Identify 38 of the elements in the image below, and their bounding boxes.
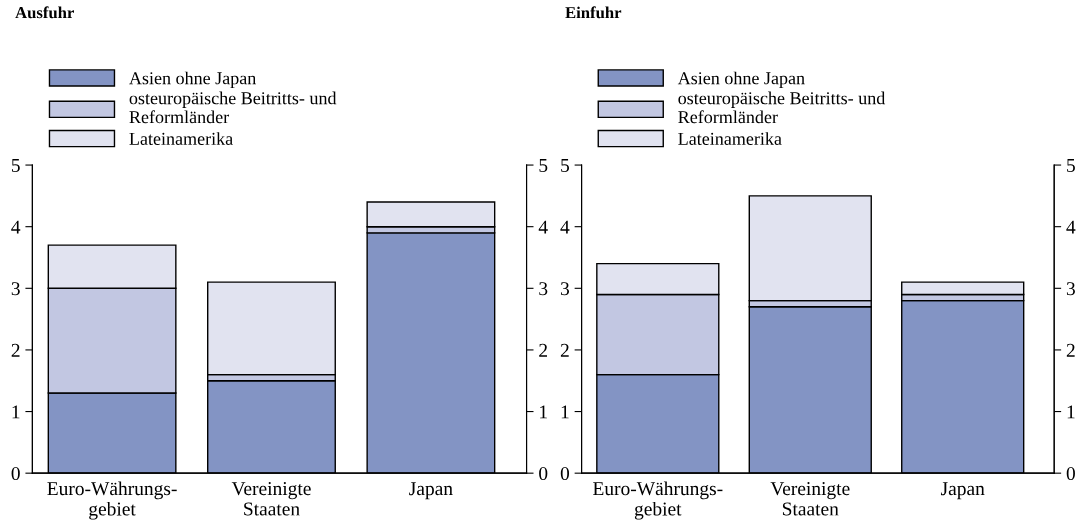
y2-tick-label: 1 bbox=[540, 405, 547, 419]
y-tick-label: 1 bbox=[12, 405, 20, 419]
chart-title: Einfuhr bbox=[565, 6, 622, 19]
y2-tick-label: 3 bbox=[539, 282, 548, 296]
x-tick-label: Vereinigte Staaten bbox=[770, 482, 850, 516]
y2-tick-label: 4 bbox=[1066, 220, 1076, 234]
y2-tick-label: 2 bbox=[1066, 343, 1075, 357]
y-tick-label: 3 bbox=[11, 282, 20, 296]
y2-tick-label: 3 bbox=[1066, 282, 1075, 296]
y2-tick-label: 5 bbox=[539, 159, 548, 172]
y-tick-label: 4 bbox=[11, 220, 21, 234]
y-tick-label: 0 bbox=[11, 466, 20, 481]
x-tick-label: Japan bbox=[409, 482, 453, 500]
y-tick-label: 2 bbox=[11, 343, 20, 357]
y2-tick-label: 4 bbox=[538, 220, 548, 234]
y-tick-label: 2 bbox=[560, 343, 569, 357]
y-tick-label: 4 bbox=[560, 220, 570, 234]
legend-label: Asien ohne Japan bbox=[677, 71, 805, 89]
y2-tick-label: 2 bbox=[539, 343, 548, 357]
x-tick-label: Japan bbox=[940, 482, 985, 500]
x-tick-label: Vereinigte Staaten bbox=[231, 482, 311, 516]
legend-label: osteuropäische Beitritts- und Reformländer bbox=[678, 91, 886, 124]
y-tick-label: 5 bbox=[11, 159, 20, 172]
y-tick-label: 1 bbox=[561, 405, 569, 419]
legend-label: Asien ohne Japan bbox=[129, 71, 257, 89]
x-tick-label: Euro-Währungs- gebiet bbox=[593, 481, 723, 520]
y-tick-label: 0 bbox=[560, 466, 570, 481]
chart-title: Ausfuhr bbox=[15, 6, 74, 19]
legend-label: Lateinamerika bbox=[678, 132, 782, 145]
y-tick-label: 3 bbox=[560, 282, 570, 296]
legend-label: osteuropäische Beitritts- und Reformländer bbox=[129, 91, 337, 124]
x-tick-label: Euro-Währungs- gebiet bbox=[47, 481, 177, 520]
y2-tick-label: 0 bbox=[1066, 466, 1075, 481]
y2-tick-label: 0 bbox=[539, 466, 548, 481]
y2-tick-label: 5 bbox=[1067, 159, 1075, 172]
y2-tick-label: 1 bbox=[1067, 405, 1075, 419]
legend-label: Lateinamerika bbox=[129, 132, 233, 145]
y-tick-label: 5 bbox=[561, 159, 570, 172]
